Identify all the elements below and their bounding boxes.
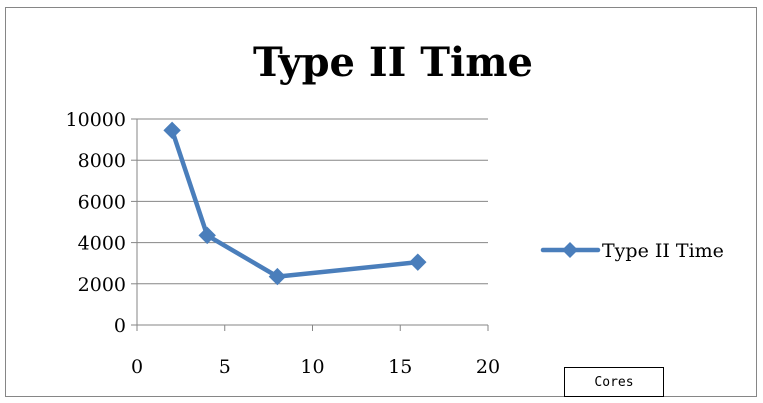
- axis-layer: 0 2000 4000 6000 8000 10000 0 5 10 15 20: [66, 109, 501, 378]
- legend: Type II Time: [540, 240, 724, 262]
- y-tick-label: 6000: [78, 191, 126, 213]
- legend-marker: [562, 242, 578, 258]
- y-tick-label: 8000: [78, 150, 126, 172]
- data-point-marker: [163, 121, 181, 140]
- x-tick-label: 10: [300, 356, 324, 378]
- y-tick-label: 2000: [78, 274, 126, 296]
- x-tick-label: 5: [219, 356, 231, 378]
- grid-layer: [137, 118, 488, 285]
- y-tick-label: 4000: [78, 233, 126, 255]
- data-point-marker: [268, 267, 287, 286]
- series-layer: [163, 121, 427, 286]
- chart-frame: [5, 7, 757, 397]
- data-point-marker: [198, 226, 216, 245]
- x-tick-label: 20: [476, 356, 500, 378]
- legend-label: Type II Time: [602, 240, 724, 262]
- y-tick-label: 0: [114, 315, 126, 337]
- x-tick-label: 0: [131, 356, 143, 378]
- chart-title: Type II Time: [253, 39, 533, 86]
- series-line: [169, 128, 421, 279]
- data-point-marker: [409, 253, 427, 271]
- x-axis-title-text: Cores: [594, 374, 634, 390]
- x-axis-title: Cores: [564, 367, 664, 397]
- x-tick-label: 15: [388, 356, 412, 378]
- y-tick-label: 10000: [66, 109, 126, 131]
